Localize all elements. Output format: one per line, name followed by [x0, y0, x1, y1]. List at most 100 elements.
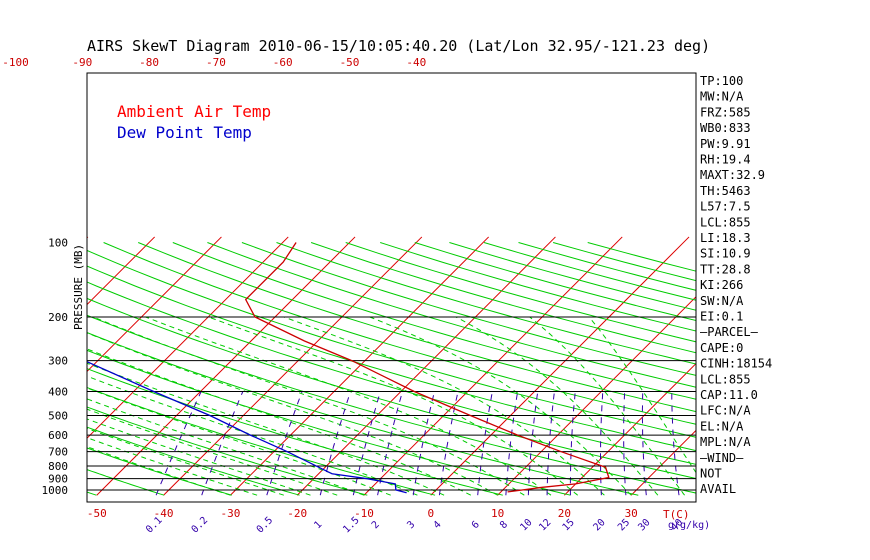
- stat-item: EI:0.1: [700, 310, 743, 324]
- mixing-ratio-tick-label: 2: [370, 519, 382, 531]
- y-axis-label: PRESSURE (MB): [72, 244, 85, 330]
- mixing-ratio-line: [266, 391, 303, 496]
- stat-item: SW:N/A: [700, 294, 744, 308]
- mixing-ratio-line: [438, 391, 459, 496]
- isotherm-line: [497, 296, 696, 496]
- moist-adiabat-line: [283, 316, 605, 496]
- pressure-tick-label: 400: [48, 386, 68, 399]
- dry-adiabat-line: [0, 243, 29, 496]
- dry-adiabat-line: [345, 242, 696, 343]
- dry-adiabat-line: [241, 242, 696, 376]
- bottom-temperature-tick-labels: -50 -40 -30 -20 -10 0 10 20 30: [87, 507, 638, 520]
- isotherm-line: [87, 236, 289, 439]
- top-temperature-tick-labels: -120-110-100-90-80-70-60-50-40: [2, 56, 426, 69]
- stat-item: —WIND—: [700, 451, 744, 465]
- stat-item: CINH:18154: [700, 357, 772, 371]
- mixing-ratio-tick-label: 0.5: [255, 515, 276, 536]
- mixing-ratio-line: [319, 391, 351, 496]
- top-temperature-tick-label: -100: [2, 56, 29, 69]
- mixing-ratio-line: [546, 391, 555, 496]
- moist-adiabat-line: [87, 332, 498, 496]
- isotherm-line: [630, 429, 696, 496]
- top-temperature-tick-label: -90: [72, 56, 92, 69]
- mixing-ratio-tick-label: 12: [537, 517, 553, 533]
- mixing-ratio-tick-label: 10: [518, 517, 534, 533]
- stat-item: MW:N/A: [700, 90, 744, 104]
- pressure-tick-label: 700: [48, 446, 68, 459]
- isotherm-line: [765, 237, 870, 495]
- pressure-tick-label: 600: [48, 429, 68, 442]
- dry-adiabat-line: [87, 406, 368, 496]
- mixing-ratio-tick-label: 6: [470, 519, 482, 531]
- stat-item: NOT: [700, 467, 722, 481]
- stat-item: L57:7.5: [700, 200, 751, 214]
- bottom-temperature-tick-label: -30: [220, 507, 240, 520]
- bottom-temperature-tick-label: -40: [154, 507, 174, 520]
- dry-adiabat-line: [87, 469, 165, 496]
- mixing-ratio-line: [671, 391, 680, 496]
- top-temperature-tick-label: -60: [273, 56, 293, 69]
- stat-item: TT:28.8: [700, 262, 751, 276]
- stat-item: EL:N/A: [700, 419, 744, 433]
- stat-item: LCL:855: [700, 372, 751, 386]
- stat-item: SI:10.9: [700, 247, 751, 261]
- stat-item: CAP:11.0: [700, 388, 758, 402]
- isotherm-line: [363, 236, 623, 496]
- mixing-ratio-tick-label: 3: [405, 519, 417, 531]
- mixing-ratio-line: [527, 391, 539, 496]
- isotherm-line: [87, 236, 222, 373]
- stat-item: LFC:N/A: [700, 404, 751, 418]
- mixing-ratio-tick-label: 20: [591, 517, 607, 533]
- moist-adiabat-line: [208, 316, 579, 496]
- bottom-temperature-tick-label: -20: [287, 507, 307, 520]
- pressure-tick-label: 200: [48, 311, 68, 324]
- dry-adiabat-line: [87, 281, 696, 465]
- mixing-ratio-tick-label: 1: [312, 519, 324, 531]
- moist-adiabat-line: [529, 316, 685, 496]
- top-temperature-tick-label: -40: [406, 56, 426, 69]
- stat-item: TH:5463: [700, 184, 751, 198]
- pressure-tick-label: 900: [48, 473, 68, 486]
- moist-adiabat-line: [93, 316, 525, 496]
- chart-title: AIRS SkewT Diagram 2010-06-15/10:05:40.2…: [87, 37, 710, 55]
- pressure-tick-label: 300: [48, 355, 68, 368]
- stat-item: LCL:855: [700, 215, 751, 229]
- moist-adiabat-line: [87, 348, 472, 496]
- stat-item: TP:100: [700, 74, 743, 88]
- mixing-ratio-tick-label: 30: [636, 517, 652, 533]
- dry-adiabat-line: [87, 426, 300, 496]
- bottom-temperature-tick-label: 0: [427, 507, 434, 520]
- stat-item: RH:19.4: [700, 153, 751, 167]
- dry-adiabat-line: [380, 242, 696, 332]
- x-axis-label: T(C): [663, 508, 690, 521]
- dry-adiabat-lines: [0, 242, 696, 496]
- profile-series: [87, 242, 610, 494]
- isotherm-line: [230, 236, 489, 496]
- dry-adiabat-line: [103, 242, 696, 425]
- dry-adiabat-line: [87, 297, 696, 480]
- pressure-tick-label: 1000: [42, 484, 69, 497]
- stat-item: CAPE:0: [700, 341, 743, 355]
- plot-frame: [86, 72, 697, 503]
- stat-item: KI:266: [700, 278, 743, 292]
- dry-adiabat-line: [276, 242, 696, 365]
- stat-item: LI:18.3: [700, 231, 751, 245]
- stat-item: —PARCEL—: [700, 325, 759, 339]
- dew-point-temp-line: [87, 361, 407, 494]
- pressure-tick-label: 100: [48, 237, 68, 250]
- mixing-ratio-tick-label: 8: [498, 519, 510, 531]
- isotherm-line: [163, 236, 423, 496]
- moist-adiabat-line: [369, 316, 632, 496]
- pressure-tick-label: 800: [48, 460, 68, 473]
- bottom-temperature-tick-label: -10: [354, 507, 374, 520]
- isobar-lines: [87, 316, 696, 491]
- isotherm-line: [564, 362, 696, 496]
- dry-adiabat-line: [172, 242, 696, 400]
- stat-item: AVAIL: [700, 482, 736, 496]
- moist-adiabat-line: [87, 408, 338, 496]
- stat-item: MAXT:32.9: [700, 168, 765, 182]
- legend-dew-point-temp: Dew Point Temp: [117, 123, 252, 142]
- moist-adiabat-line: [87, 398, 365, 496]
